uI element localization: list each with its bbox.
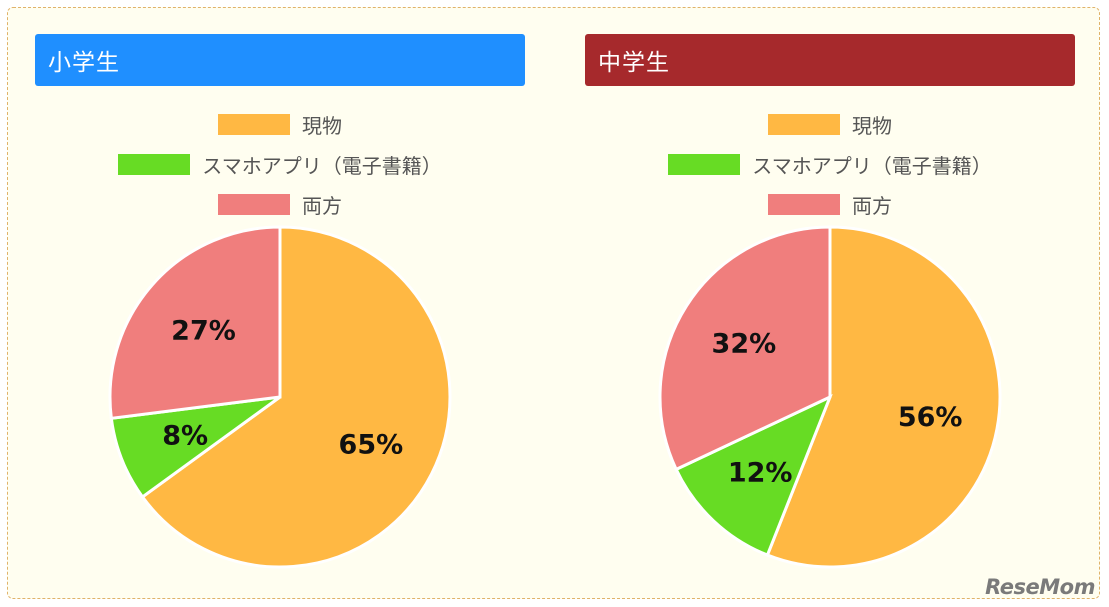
pie-slice-app — [674, 394, 833, 558]
data-label-both: 32% — [712, 328, 777, 359]
resemom-logo: ReseMom — [985, 575, 1095, 599]
pie-slice-physical — [140, 225, 452, 569]
data-label-both: 27% — [171, 316, 236, 347]
data-label-app: 8% — [162, 421, 208, 452]
data-label-physical: 56% — [898, 402, 963, 433]
legend-swatch-physical — [768, 113, 840, 135]
pie-slice-physical — [765, 225, 1002, 569]
panel-elementary: 小学生 現物 スマホアプリ（電子書籍） 両方 65% 8% 27% — [35, 34, 525, 574]
legend-item-physical: 現物 — [585, 104, 1075, 144]
chart-title-junior-high: 中学生 — [585, 34, 1075, 86]
legend-item-physical: 現物 — [35, 104, 525, 144]
legend-item-app: スマホアプリ（電子書籍） — [585, 144, 1075, 184]
data-label-app: 12% — [728, 457, 793, 488]
legend-elementary: 現物 スマホアプリ（電子書籍） 両方 — [35, 104, 525, 224]
legend-label-app: スマホアプリ（電子書籍） — [752, 153, 992, 178]
legend-swatch-both — [218, 193, 290, 215]
legend-item-both: 両方 — [35, 184, 525, 224]
pie-chart-elementary: 65% 8% 27% — [108, 225, 452, 569]
pie-slice-both — [658, 225, 832, 472]
legend-swatch-app — [668, 153, 741, 175]
legend-item-both: 両方 — [585, 184, 1075, 224]
data-label-physical: 65% — [339, 429, 404, 460]
legend-label-both: 両方 — [852, 193, 892, 218]
legend-label-both: 両方 — [302, 193, 342, 218]
pie-slice-both — [108, 225, 282, 420]
legend-swatch-app — [118, 153, 191, 175]
pie-chart-junior-high: 56% 12% 32% — [658, 225, 1002, 569]
legend-item-app: スマホアプリ（電子書籍） — [35, 144, 525, 184]
legend-label-physical: 現物 — [852, 113, 892, 138]
legend-label-app: スマホアプリ（電子書籍） — [202, 153, 442, 178]
legend-junior-high: 現物 スマホアプリ（電子書籍） 両方 — [585, 104, 1075, 224]
legend-swatch-physical — [218, 113, 290, 135]
legend-label-physical: 現物 — [302, 113, 342, 138]
panel-junior-high: 中学生 現物 スマホアプリ（電子書籍） 両方 56% 12% 32% — [585, 34, 1075, 574]
chart-title-elementary: 小学生 — [35, 34, 525, 86]
legend-swatch-both — [768, 193, 840, 215]
